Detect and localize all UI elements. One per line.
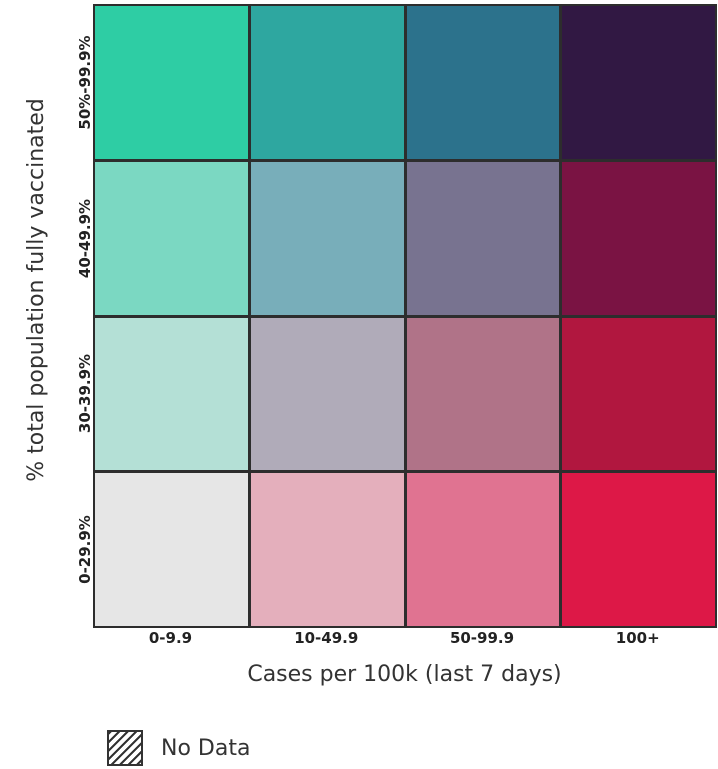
- no-data-swatch: [107, 730, 143, 766]
- legend-label-no-data: No Data: [161, 735, 251, 761]
- heatmap-cell: [560, 4, 717, 161]
- heatmap-cell: [560, 471, 717, 628]
- y-tick-label: 0-29.9%: [76, 515, 94, 584]
- heatmap-cell: [248, 471, 406, 628]
- y-axis-label: % total population fully vaccinated: [24, 98, 49, 482]
- heatmap-cell: [404, 159, 562, 317]
- heatmap-cell: [93, 315, 250, 473]
- heatmap-cell: [560, 159, 717, 317]
- heatmap-cell: [248, 315, 406, 473]
- heatmap-cell: [93, 4, 250, 161]
- heatmap-cell: [93, 471, 250, 628]
- heatmap-cell: [248, 4, 406, 161]
- heatmap-cell: [560, 315, 717, 473]
- x-tick-label: 100+: [615, 629, 660, 647]
- x-axis-label: Cases per 100k (last 7 days): [247, 662, 562, 687]
- legend: No Data: [107, 728, 250, 768]
- heatmap-grid: [93, 4, 717, 628]
- x-tick-label: 0-9.9: [148, 629, 193, 647]
- heatmap-cell: [404, 471, 562, 628]
- heatmap-cell: [93, 159, 250, 317]
- x-tick-label: 10-49.9: [294, 629, 359, 647]
- y-tick-label: 50%-99.9%: [76, 35, 94, 130]
- heatmap-cell: [404, 4, 562, 161]
- heatmap-cell: [248, 159, 406, 317]
- x-tick-label: 50-99.9: [449, 629, 515, 647]
- y-tick-label: 40-49.9%: [76, 198, 94, 278]
- heatmap-cell: [404, 315, 562, 473]
- y-tick-label: 30-39.9%: [76, 354, 94, 434]
